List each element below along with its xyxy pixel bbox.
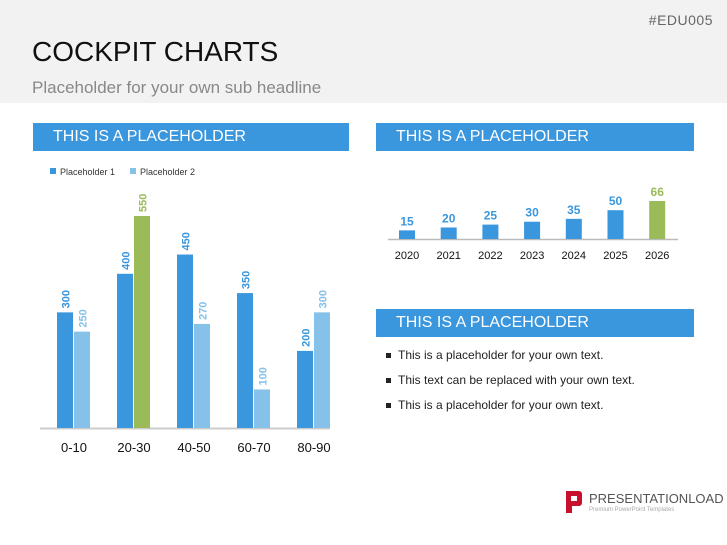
x-tick-label: 80-90 [297,440,330,455]
header-band [0,0,727,103]
bar [297,350,313,428]
bar [134,216,150,428]
bar [314,312,330,428]
logo-tagline: Premium PowerPoint Templates [589,507,675,513]
logo-icon [566,491,582,513]
data-label: 250 [78,309,90,327]
x-tick-label: 2024 [562,250,586,262]
bar [607,210,624,239]
legend-swatch [50,168,56,174]
bullet-item: This is a placeholder for your own text. [385,348,604,362]
bar [649,201,666,239]
data-label: 270 [198,302,210,320]
x-tick-label: 20-30 [117,440,150,455]
page-title: COCKPIT CHARTS [32,36,279,67]
bar [177,254,193,428]
data-label: 300 [318,290,330,308]
data-label: 200 [301,329,313,347]
data-label: 350 [241,271,253,289]
bar [117,273,133,428]
bullet-item: This is a placeholder for your own text. [385,398,604,412]
x-tick-label: 2022 [478,250,502,262]
bar [440,227,457,239]
bar [74,331,90,428]
data-label: 20 [442,211,456,225]
bar [57,312,73,428]
x-tick-label: 2020 [395,250,419,262]
x-tick-label: 0-10 [61,440,87,455]
x-tick-label: 2026 [645,250,669,262]
data-label: 15 [400,214,414,228]
page-subtitle: Placeholder for your own sub headline [32,78,322,97]
x-tick-label: 2023 [520,250,544,262]
data-label: 50 [609,194,623,208]
yearly-bar-chart: 1520202020212520223020233520245020256620… [388,185,678,262]
bar [254,389,270,428]
bar [399,230,415,239]
data-label: 100 [258,367,270,385]
bar [565,218,582,239]
data-label: 66 [651,185,665,199]
data-label: 300 [61,290,73,308]
grouped-bar-chart: Placeholder 1 Placeholder 2 300 250 0-10 400 5… [40,167,331,455]
x-tick-label: 40-50 [177,440,210,455]
bullet-item: This text can be replaced with your own … [386,373,635,387]
panel-header-bottom-right: THIS IS A PLACEHOLDER [376,309,694,337]
logo-name: PRESENTATIONLOAD [589,491,724,506]
data-label: 400 [121,251,133,269]
slide-code: #EDU005 [648,12,713,28]
panel-header-left: THIS IS A PLACEHOLDER [33,123,349,151]
x-tick-label: 2025 [603,250,627,262]
legend-swatch [130,168,136,174]
panel-header-top-right: THIS IS A PLACEHOLDER [376,123,694,151]
data-label: 450 [181,232,193,250]
data-label: 30 [525,206,539,220]
bar [194,323,210,428]
x-tick-label: 60-70 [237,440,270,455]
bar [237,293,253,428]
data-label: 25 [484,209,498,223]
x-tick-label: 2021 [436,250,460,262]
legend-label: Placeholder 2 [140,167,195,177]
bar [482,224,499,239]
legend-label: Placeholder 1 [60,167,115,177]
data-label: 550 [138,194,150,212]
bar [524,221,541,239]
data-label: 35 [567,203,581,217]
